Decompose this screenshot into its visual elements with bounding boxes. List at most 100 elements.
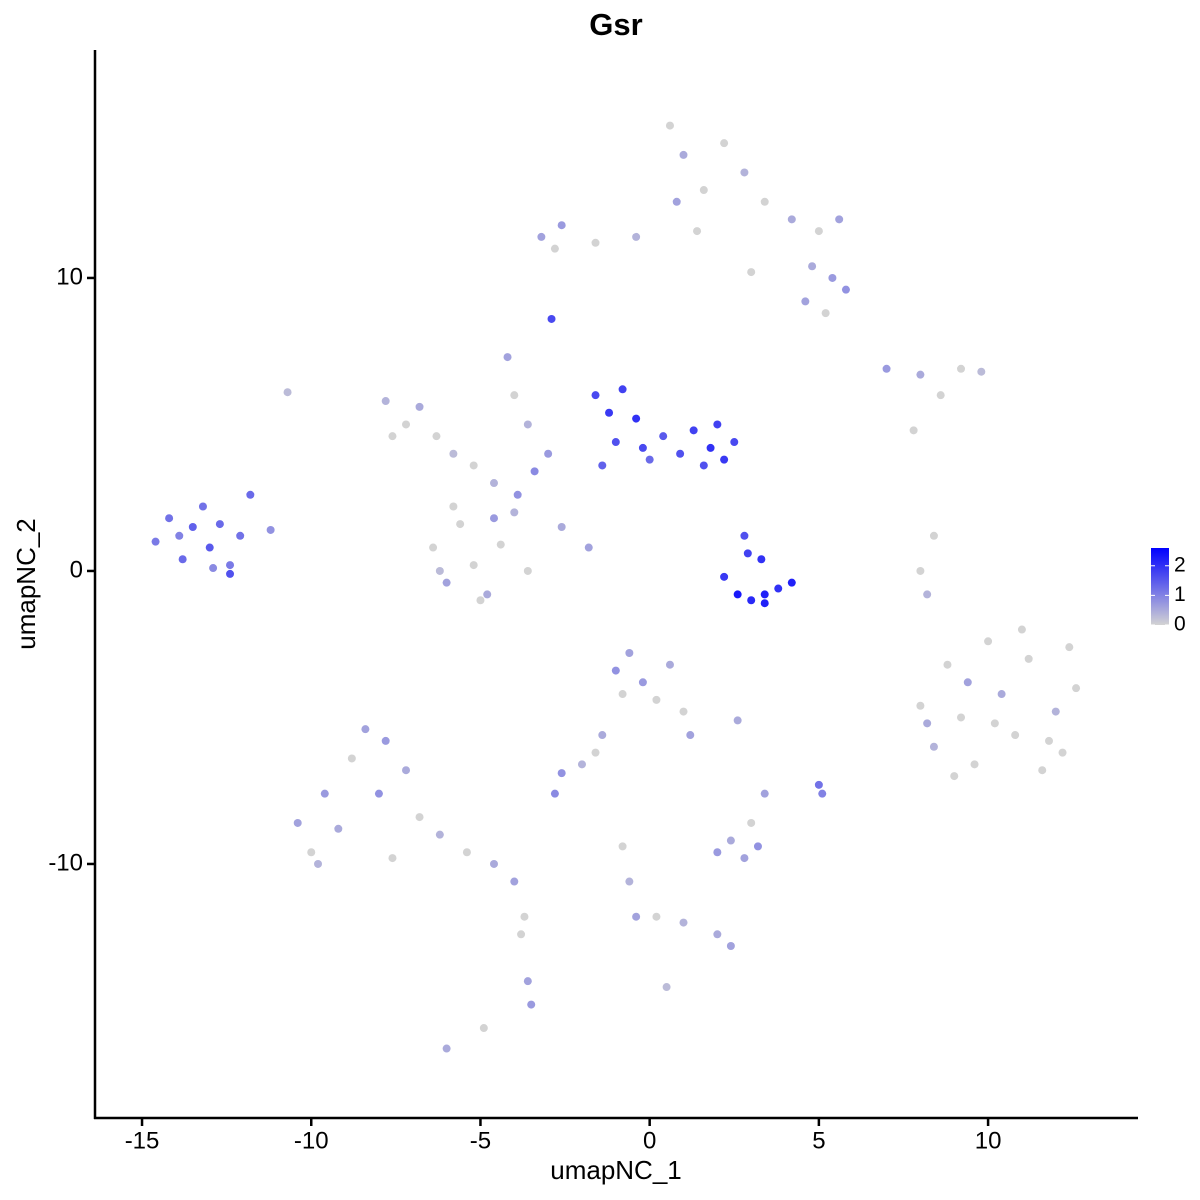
point: [503, 353, 512, 362]
point: [713, 420, 722, 429]
point: [1065, 643, 1074, 652]
point: [672, 197, 681, 206]
point: [699, 186, 708, 195]
point: [449, 502, 458, 511]
point: [226, 569, 235, 578]
point: [625, 649, 634, 658]
point: [557, 523, 566, 532]
point: [676, 449, 685, 458]
x-tick-label: 10: [975, 1127, 1002, 1154]
point: [747, 268, 756, 277]
point: [632, 912, 641, 921]
point: [814, 227, 823, 236]
x-tick-label: -15: [125, 1127, 160, 1154]
point: [442, 1044, 451, 1053]
point: [957, 713, 966, 722]
point: [151, 537, 160, 546]
point: [882, 364, 891, 373]
point: [1072, 684, 1081, 693]
point: [821, 309, 830, 318]
point: [246, 490, 255, 499]
point: [774, 584, 783, 593]
point: [665, 660, 674, 669]
point: [652, 695, 661, 704]
point: [381, 397, 390, 406]
point: [689, 426, 698, 435]
point: [611, 438, 620, 447]
point: [733, 590, 742, 599]
colorbar: [1151, 548, 1169, 625]
point: [591, 238, 600, 247]
point: [1017, 625, 1026, 634]
point: [334, 824, 343, 833]
point: [733, 716, 742, 725]
point: [462, 848, 471, 857]
point: [591, 748, 600, 757]
point: [584, 543, 593, 552]
point: [314, 859, 323, 868]
point: [381, 736, 390, 745]
point: [175, 531, 184, 540]
y-tick-label: -10: [48, 849, 83, 876]
point: [760, 197, 769, 206]
point: [679, 707, 688, 716]
point: [916, 701, 925, 710]
point: [513, 490, 522, 499]
point: [632, 414, 641, 423]
point: [743, 549, 752, 558]
point: [787, 215, 796, 224]
point: [720, 572, 729, 581]
point: [361, 725, 370, 734]
y-axis-title: umapNC_2: [11, 518, 41, 650]
x-tick-label: 5: [812, 1127, 825, 1154]
point: [916, 566, 925, 575]
point: [720, 455, 729, 464]
point: [841, 285, 850, 294]
point: [997, 690, 1006, 699]
point: [713, 848, 722, 857]
point: [753, 842, 762, 851]
point: [618, 385, 627, 394]
point: [1058, 748, 1067, 757]
point: [618, 690, 627, 699]
point: [347, 754, 356, 763]
point: [662, 983, 671, 992]
point: [611, 666, 620, 675]
point: [726, 942, 735, 951]
point: [909, 426, 918, 435]
point: [740, 531, 749, 540]
point: [665, 121, 674, 130]
y-tick-label: 10: [56, 263, 83, 290]
point: [205, 543, 214, 552]
point: [760, 590, 769, 599]
point: [990, 719, 999, 728]
point: [652, 912, 661, 921]
point: [801, 297, 810, 306]
point: [510, 508, 519, 517]
chart-title: Gsr: [589, 7, 642, 42]
y-tick-label: 0: [70, 556, 83, 583]
point: [415, 813, 424, 822]
point: [713, 930, 722, 939]
point: [209, 564, 218, 573]
point: [835, 215, 844, 224]
colorbar-tick-label: 1: [1174, 583, 1186, 606]
x-tick-label: -10: [294, 1127, 329, 1154]
point: [943, 660, 952, 669]
point: [435, 830, 444, 839]
point: [828, 273, 837, 282]
point: [699, 461, 708, 470]
point: [808, 262, 817, 271]
point: [720, 139, 729, 148]
point: [923, 590, 932, 599]
point: [557, 769, 566, 778]
point: [469, 561, 478, 570]
point: [605, 408, 614, 417]
point: [236, 531, 245, 540]
point: [537, 232, 546, 241]
point: [198, 502, 207, 511]
point: [550, 244, 559, 253]
point: [598, 461, 607, 470]
point: [1011, 731, 1020, 740]
colorbar-tick-label: 0: [1174, 613, 1186, 636]
